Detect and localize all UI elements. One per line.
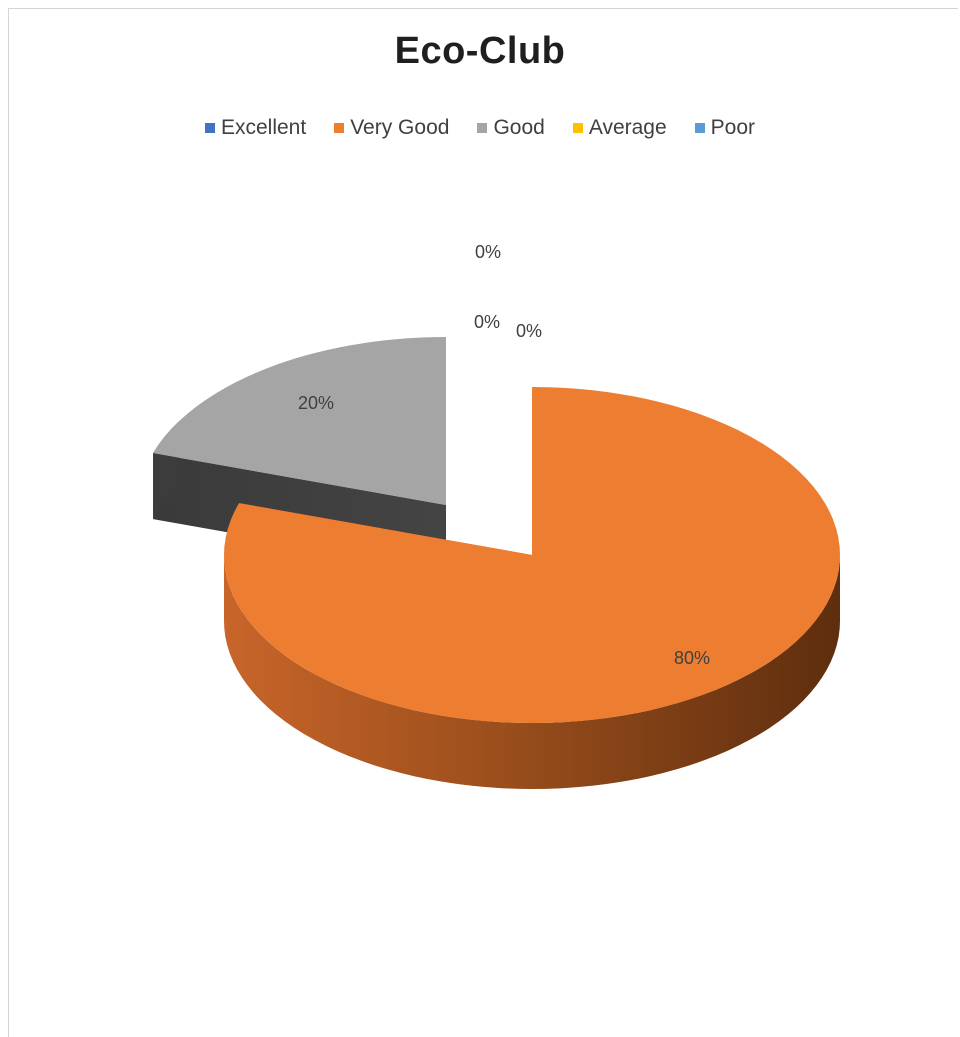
legend-swatch-excellent (204, 123, 215, 133)
legend-label-poor: Poor (710, 116, 756, 139)
legend-swatch-poor (694, 123, 705, 133)
legend-entry-very-good: Very Good (334, 116, 449, 140)
legend-entry-good: Good (477, 116, 545, 140)
legend-swatch-very-good (334, 123, 345, 133)
legend-swatch-good (477, 123, 488, 133)
legend-entry-excellent: Excellent (204, 116, 307, 140)
chart-title: Eco-Club (394, 30, 566, 72)
chart-legend: Excellent Very Good Good Average Poor (0, 116, 960, 140)
pie-slice-top (153, 337, 447, 505)
pie-slice-top (223, 387, 840, 724)
data-label-average: 0% (474, 312, 500, 332)
data-label-poor: 0% (516, 321, 542, 341)
legend-label-average: Average (588, 116, 667, 139)
data-label-good: 20% (298, 393, 334, 413)
data-label-very-good: 80% (674, 648, 710, 668)
legend-label-excellent: Excellent (220, 116, 307, 139)
legend-entry-average: Average (572, 116, 667, 140)
pie-slice-side (224, 555, 840, 789)
legend-entry-poor: Poor (694, 116, 756, 140)
legend-swatch-average (572, 123, 583, 133)
data-label-excellent: 0% (475, 242, 501, 262)
legend-label-good: Good (493, 116, 545, 139)
pie-slice-very-good (223, 387, 840, 789)
legend-label-very-good: Very Good (350, 116, 450, 139)
